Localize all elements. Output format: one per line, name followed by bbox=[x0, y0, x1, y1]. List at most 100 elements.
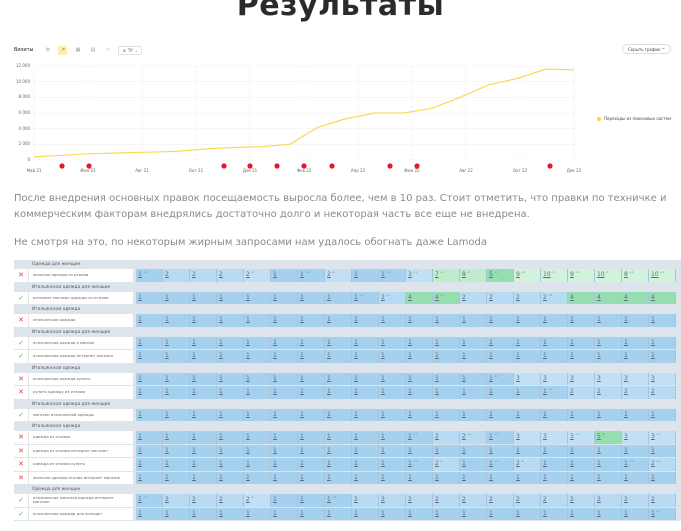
position-cell[interactable]: 1 bbox=[325, 507, 352, 520]
position-cell[interactable]: 1 bbox=[433, 471, 460, 484]
position-cell[interactable]: 3 bbox=[514, 431, 541, 444]
position-cell[interactable]: 2 +1 bbox=[541, 291, 568, 304]
position-cell[interactable]: 1 bbox=[406, 471, 433, 484]
position-cell[interactable]: 1 bbox=[595, 471, 622, 484]
position-cell[interactable]: 1 bbox=[568, 444, 595, 457]
position-cell[interactable]: 1 bbox=[136, 431, 163, 444]
position-cell[interactable]: 1 bbox=[379, 350, 406, 363]
position-cell[interactable]: 1 bbox=[541, 350, 568, 363]
position-cell[interactable]: 1 bbox=[460, 471, 487, 484]
position-cell[interactable]: 1 +1 bbox=[325, 494, 352, 507]
position-cell[interactable]: 1 bbox=[271, 507, 298, 520]
position-cell[interactable]: 1 bbox=[406, 350, 433, 363]
position-cell[interactable]: 2 bbox=[217, 494, 244, 507]
position-cell[interactable]: 1 bbox=[190, 507, 217, 520]
position-cell[interactable]: 1 bbox=[217, 386, 244, 399]
position-cell[interactable]: 1 bbox=[379, 444, 406, 457]
position-cell[interactable]: 2 bbox=[595, 494, 622, 507]
position-cell[interactable]: 10 -1 bbox=[595, 269, 622, 282]
position-cell[interactable]: 1 bbox=[379, 458, 406, 471]
position-cell[interactable]: 1 bbox=[406, 372, 433, 385]
event-marker-icon[interactable] bbox=[387, 163, 393, 169]
position-cell[interactable]: 2 bbox=[163, 494, 190, 507]
position-cell[interactable]: 1 bbox=[217, 408, 244, 421]
position-cell[interactable]: 1 bbox=[298, 408, 325, 421]
position-cell[interactable]: 1 bbox=[163, 408, 190, 421]
position-cell[interactable]: 1 bbox=[136, 458, 163, 471]
position-cell[interactable]: 1 bbox=[379, 431, 406, 444]
position-cell[interactable]: 1 bbox=[568, 507, 595, 520]
position-cell[interactable]: 1 bbox=[244, 458, 271, 471]
position-cell[interactable]: 1 bbox=[136, 336, 163, 349]
position-cell[interactable]: 1 bbox=[136, 386, 163, 399]
position-cell[interactable]: 2 bbox=[568, 386, 595, 399]
position-cell[interactable]: 1 +1 bbox=[136, 494, 163, 507]
event-marker-icon[interactable] bbox=[274, 163, 280, 169]
position-cell[interactable]: 1 bbox=[163, 444, 190, 457]
position-cell[interactable]: 2 bbox=[433, 431, 460, 444]
event-marker-icon[interactable] bbox=[221, 163, 227, 169]
position-cell[interactable]: 1 bbox=[244, 471, 271, 484]
position-cell[interactable]: 1 bbox=[190, 471, 217, 484]
position-cell[interactable]: 4 bbox=[649, 291, 676, 304]
position-cell[interactable]: 1 bbox=[190, 444, 217, 457]
position-cell[interactable]: 1 bbox=[460, 507, 487, 520]
position-cell[interactable]: 1 bbox=[244, 314, 271, 327]
position-cell[interactable]: 9 +1 bbox=[568, 269, 595, 282]
position-cell[interactable]: 1 bbox=[541, 314, 568, 327]
position-cell[interactable]: 1 bbox=[325, 386, 352, 399]
position-cell[interactable]: 1 bbox=[487, 314, 514, 327]
position-cell[interactable]: 1 bbox=[163, 314, 190, 327]
position-cell[interactable]: 1 bbox=[595, 336, 622, 349]
position-cell[interactable]: 1 bbox=[568, 314, 595, 327]
position-cell[interactable]: 1 bbox=[163, 458, 190, 471]
position-cell[interactable]: 1 bbox=[595, 314, 622, 327]
position-cell[interactable]: 1 bbox=[433, 336, 460, 349]
position-cell[interactable]: 2 bbox=[649, 386, 676, 399]
position-cell[interactable]: 1 bbox=[622, 408, 649, 421]
position-cell[interactable]: 1 +1 bbox=[487, 458, 514, 471]
position-cell[interactable]: 1 bbox=[325, 314, 352, 327]
position-cell[interactable]: 1 bbox=[298, 458, 325, 471]
line-chart-icon[interactable]: ↗ bbox=[58, 45, 68, 55]
position-cell[interactable]: 3 bbox=[622, 431, 649, 444]
position-cell[interactable]: 1 +1 bbox=[136, 269, 163, 282]
position-cell[interactable]: 1 bbox=[136, 507, 163, 520]
position-cell[interactable]: 1 bbox=[541, 444, 568, 457]
position-cell[interactable]: 3 bbox=[595, 372, 622, 385]
position-cell[interactable]: 1 bbox=[595, 458, 622, 471]
position-cell[interactable]: 1 bbox=[298, 386, 325, 399]
position-cell[interactable]: 1 bbox=[379, 372, 406, 385]
position-cell[interactable]: 2 bbox=[190, 269, 217, 282]
area-chart-icon[interactable]: ▦ bbox=[75, 47, 81, 53]
position-cell[interactable]: 1 bbox=[244, 431, 271, 444]
position-cell[interactable]: 1 bbox=[136, 350, 163, 363]
position-cell[interactable]: 1 bbox=[649, 408, 676, 421]
position-cell[interactable]: 1 bbox=[217, 314, 244, 327]
position-cell[interactable]: 1 bbox=[163, 431, 190, 444]
position-cell[interactable]: 3 +1 bbox=[406, 269, 433, 282]
position-cell[interactable]: 1 bbox=[190, 386, 217, 399]
position-cell[interactable]: 1 bbox=[136, 314, 163, 327]
position-cell[interactable]: 4 bbox=[622, 291, 649, 304]
position-cell[interactable]: 1 bbox=[460, 458, 487, 471]
position-cell[interactable]: 1 bbox=[244, 444, 271, 457]
position-cell[interactable]: 1 bbox=[595, 350, 622, 363]
position-cell[interactable]: 2 bbox=[163, 269, 190, 282]
position-cell[interactable]: 1 bbox=[649, 350, 676, 363]
position-cell[interactable]: 1 bbox=[163, 372, 190, 385]
position-cell[interactable]: 3 bbox=[514, 372, 541, 385]
position-cell[interactable]: 2 bbox=[487, 494, 514, 507]
position-cell[interactable]: 2 bbox=[460, 494, 487, 507]
position-cell[interactable]: 1 bbox=[379, 386, 406, 399]
position-cell[interactable]: 2 -1 bbox=[514, 458, 541, 471]
position-cell[interactable]: 1 bbox=[433, 408, 460, 421]
position-cell[interactable]: 1 bbox=[244, 386, 271, 399]
position-cell[interactable]: 1 bbox=[136, 444, 163, 457]
position-cell[interactable]: 1 bbox=[325, 372, 352, 385]
position-cell[interactable]: 1 bbox=[298, 372, 325, 385]
position-cell[interactable]: 1 bbox=[271, 350, 298, 363]
position-cell[interactable]: 1 bbox=[352, 386, 379, 399]
position-cell[interactable]: 8 -1 bbox=[460, 269, 487, 282]
position-cell[interactable]: 4 bbox=[568, 291, 595, 304]
